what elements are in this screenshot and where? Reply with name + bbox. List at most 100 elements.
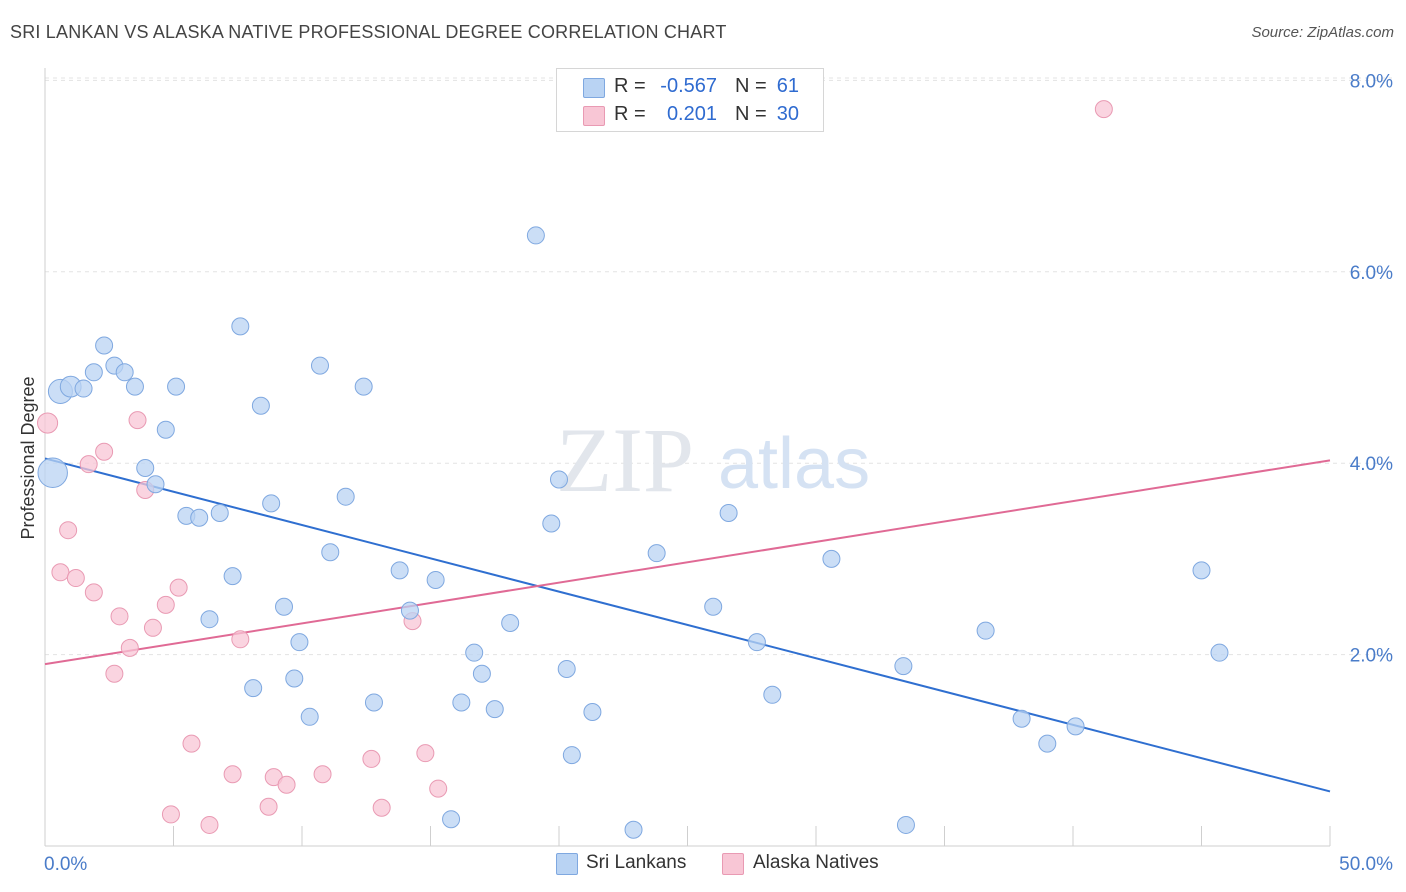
point-sri-lankans <box>526 226 545 245</box>
trendline-sri-lankans <box>44 457 1331 793</box>
point-alaska-natives <box>362 749 381 768</box>
point-alaska-natives <box>66 569 85 588</box>
point-sri-lankans <box>562 746 581 765</box>
point-alaska-natives <box>259 797 278 816</box>
point-sri-lankans <box>896 815 915 834</box>
point-sri-lankans <box>210 503 229 522</box>
y-tick-label: 2.0% <box>1350 646 1393 667</box>
point-sri-lankans <box>894 657 913 676</box>
legend-r-value: 0.201 <box>666 103 717 125</box>
watermark-atlas: atlas <box>718 424 870 504</box>
point-sri-lankans <box>550 470 568 489</box>
watermark-zip: ZIP <box>556 409 694 511</box>
point-sri-lankans <box>167 377 186 396</box>
point-sri-lankans <box>501 614 520 633</box>
axes <box>44 68 1331 847</box>
point-alaska-natives <box>105 664 124 683</box>
legend-n-label: N = <box>735 103 767 125</box>
point-sri-lankans <box>442 810 461 829</box>
point-alaska-natives <box>128 411 147 430</box>
point-alaska-natives <box>313 765 332 784</box>
point-alaska-natives <box>169 578 188 597</box>
point-sri-lankans <box>223 567 242 586</box>
point-alaska-natives <box>120 638 139 657</box>
point-sri-lankans <box>1012 709 1031 728</box>
legend-row-sri-lankans: R = -0.567 N = 61 <box>557 73 823 101</box>
point-sri-lankans <box>285 669 304 688</box>
point-sri-lankans <box>74 379 93 398</box>
point-sri-lankans <box>125 377 144 396</box>
point-sri-lankans <box>647 544 666 563</box>
point-sri-lankans <box>452 693 471 712</box>
series-legend: Sri Lankans Alaska Natives <box>0 851 1406 877</box>
point-sri-lankans <box>244 679 263 698</box>
point-sri-lankans <box>251 396 270 415</box>
point-alaska-natives <box>95 442 114 461</box>
chart-title: SRI LANKAN VS ALASKA NATIVE PROFESSIONAL… <box>10 22 727 42</box>
data-points <box>37 100 1229 839</box>
point-alaska-natives <box>200 815 219 834</box>
stats-legend: R = -0.567 N = 61 R = 0.201 N = 30 <box>556 68 824 132</box>
legend-swatch-blue <box>583 78 605 98</box>
source-label: Source: ZipAtlas.com <box>1251 24 1394 41</box>
point-sri-lankans <box>426 570 445 589</box>
point-alaska-natives <box>110 607 129 626</box>
point-sri-lankans <box>231 317 250 336</box>
point-alaska-natives <box>161 805 180 824</box>
point-sri-lankans <box>390 561 409 580</box>
point-sri-lankans <box>1066 717 1085 736</box>
point-sri-lankans <box>1192 561 1211 580</box>
point-sri-lankans <box>37 457 68 488</box>
point-alaska-natives <box>182 734 201 753</box>
legend-row-alaska-natives: R = 0.201 N = 30 <box>557 101 823 129</box>
point-sri-lankans <box>747 633 766 652</box>
point-sri-lankans <box>275 597 294 616</box>
point-sri-lankans <box>300 707 319 726</box>
point-sri-lankans <box>156 420 175 439</box>
tick-labels: 2.0% 4.0% 6.0% 8.0% 0.0% 50.0% <box>44 71 1393 875</box>
point-sri-lankans <box>719 503 738 522</box>
point-alaska-natives <box>156 595 175 614</box>
y-tick-label: 8.0% <box>1350 71 1393 92</box>
point-sri-lankans <box>976 621 995 640</box>
point-alaska-natives <box>143 618 162 637</box>
point-alaska-natives <box>372 798 391 817</box>
point-sri-lankans <box>136 458 155 477</box>
point-alaska-natives <box>79 455 98 474</box>
point-sri-lankans <box>465 643 484 662</box>
point-sri-lankans <box>1038 734 1057 753</box>
point-sri-lankans <box>704 597 723 616</box>
series-swatch-sri-lankans <box>556 853 578 875</box>
legend-swatch-pink <box>583 106 605 126</box>
point-sri-lankans <box>400 601 419 620</box>
point-sri-lankans <box>624 820 643 839</box>
point-sri-lankans <box>115 363 134 382</box>
legend-n-value: 61 <box>776 75 799 97</box>
series-label-alaska-natives: Alaska Natives <box>753 852 879 873</box>
point-alaska-natives <box>429 779 448 798</box>
point-alaska-natives <box>231 630 250 649</box>
series-label-sri-lankans: Sri Lankans <box>586 852 687 873</box>
point-sri-lankans <box>262 494 281 513</box>
point-alaska-natives <box>59 521 78 540</box>
point-alaska-natives <box>37 412 59 434</box>
point-alaska-natives <box>416 744 435 763</box>
point-sri-lankans <box>485 700 504 719</box>
legend-r-label: R = <box>614 103 646 125</box>
x-tick-label-min: 0.0% <box>44 854 87 875</box>
legend-n-label: N = <box>735 75 767 97</box>
legend-r-value: -0.567 <box>660 75 717 97</box>
point-alaska-natives <box>84 583 103 602</box>
y-axis-label: Professional Degree <box>18 376 38 539</box>
point-sri-lankans <box>542 514 561 533</box>
point-sri-lankans <box>321 543 340 562</box>
point-sri-lankans <box>364 693 383 712</box>
trend-lines <box>44 457 1331 793</box>
point-sri-lankans <box>290 633 309 652</box>
point-alaska-natives <box>51 563 70 582</box>
point-sri-lankans <box>84 363 103 382</box>
point-alaska-natives <box>223 765 242 784</box>
legend-n-value: 30 <box>776 103 799 125</box>
point-sri-lankans <box>146 475 165 494</box>
